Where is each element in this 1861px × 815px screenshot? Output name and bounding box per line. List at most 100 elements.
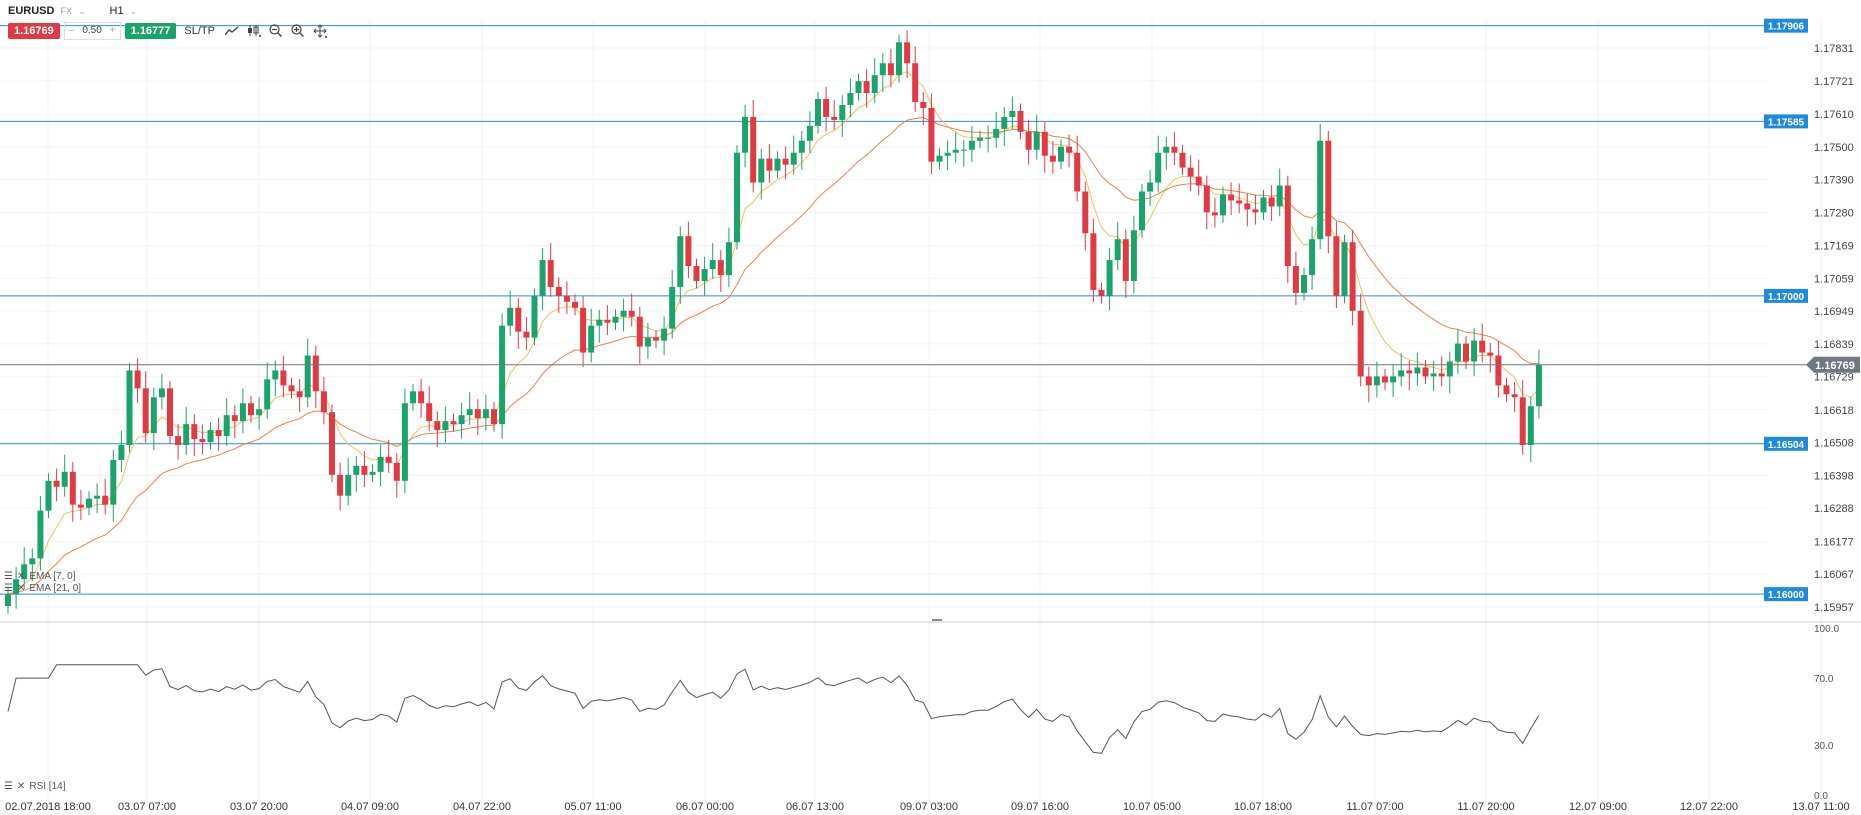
candle-body bbox=[37, 510, 44, 559]
lot-decrease-button[interactable]: – bbox=[68, 25, 75, 36]
candle-body bbox=[1463, 343, 1469, 362]
candle-body bbox=[377, 456, 384, 472]
candle-body bbox=[839, 105, 846, 120]
candle-body bbox=[790, 152, 797, 165]
line-chart-icon[interactable] bbox=[223, 23, 241, 39]
candle-body bbox=[669, 286, 676, 329]
candle-body bbox=[1446, 361, 1453, 377]
candle-body bbox=[896, 42, 902, 76]
candle-body bbox=[1009, 110, 1016, 117]
candle-body bbox=[1041, 131, 1048, 156]
candle-body bbox=[207, 430, 214, 443]
candle-body bbox=[750, 116, 757, 183]
ema7-label: EMA [7, 0] bbox=[29, 571, 76, 582]
candle-body bbox=[1479, 340, 1486, 353]
price-tick-label: 1.16949 bbox=[1814, 306, 1854, 318]
candle-body bbox=[1317, 140, 1324, 240]
candle-body bbox=[191, 424, 198, 440]
level-label: 1.16000 bbox=[1768, 590, 1805, 601]
ema7-legend[interactable]: ☰ ✕ EMA [7, 0] bbox=[4, 571, 76, 582]
candle-body bbox=[1373, 376, 1380, 386]
menu-icon[interactable]: ☰ bbox=[4, 583, 13, 594]
candle-body bbox=[1074, 152, 1081, 192]
candle-body bbox=[320, 391, 327, 413]
close-icon[interactable]: ✕ bbox=[16, 781, 26, 792]
candle-body bbox=[644, 337, 651, 347]
zoom-out-icon[interactable] bbox=[267, 23, 285, 39]
candle-body bbox=[61, 471, 68, 487]
candle-body bbox=[725, 242, 732, 275]
candle-body bbox=[1406, 370, 1413, 374]
candle-body bbox=[45, 480, 52, 511]
candle-body bbox=[952, 149, 959, 153]
candle-body bbox=[1163, 146, 1170, 153]
price-tick-label: 1.17390 bbox=[1814, 175, 1854, 187]
crosshair-icon[interactable] bbox=[311, 23, 329, 39]
candle-body bbox=[69, 471, 76, 505]
current-price-label: 1.16769 bbox=[1815, 360, 1855, 372]
candle-body bbox=[1301, 275, 1307, 293]
lot-size-value[interactable]: 0.50 bbox=[82, 25, 102, 36]
candle-body bbox=[1349, 242, 1356, 311]
sell-button[interactable]: 1.16769 bbox=[8, 22, 60, 39]
candles-icon[interactable] bbox=[245, 23, 263, 39]
level-label: 1.17585 bbox=[1768, 117, 1805, 128]
candle-body bbox=[1390, 376, 1397, 383]
level-label: 1.17906 bbox=[1768, 22, 1805, 33]
buy-button[interactable]: 1.16777 bbox=[124, 22, 177, 39]
candle-body bbox=[1114, 239, 1121, 261]
lot-increase-button[interactable]: + bbox=[109, 25, 116, 36]
candle-body bbox=[458, 415, 465, 425]
candle-body bbox=[1438, 373, 1445, 377]
ema21-line bbox=[7, 116, 1539, 595]
candle-body bbox=[588, 325, 595, 353]
candle-body bbox=[709, 260, 716, 270]
candle-body bbox=[1139, 191, 1145, 231]
horizontal-lines bbox=[0, 25, 1808, 595]
timeframe-select[interactable]: H1 bbox=[109, 5, 124, 17]
candle-body bbox=[1228, 194, 1235, 201]
candle-body bbox=[1220, 194, 1226, 216]
candle-body bbox=[1025, 131, 1032, 150]
menu-icon[interactable]: ☰ bbox=[4, 781, 13, 792]
sltp-button[interactable]: SL/TP bbox=[184, 24, 215, 37]
pane-resize-handle bbox=[932, 619, 942, 621]
close-icon[interactable]: ✕ bbox=[16, 571, 26, 582]
candle-body bbox=[1090, 233, 1097, 290]
candle-body bbox=[1511, 394, 1518, 398]
candle-body bbox=[1325, 140, 1332, 237]
price-tick-label: 1.17169 bbox=[1814, 240, 1854, 252]
candle-body bbox=[134, 370, 141, 389]
candle-body bbox=[1365, 376, 1372, 386]
candle-body bbox=[580, 307, 587, 353]
rsi-label: RSI [14] bbox=[29, 781, 66, 792]
candle-body bbox=[393, 462, 400, 481]
lot-size-stepper[interactable]: – 0.50 + bbox=[63, 21, 121, 40]
symbol-bar: EURUSD FX ⌄ H1 ⌄ bbox=[8, 3, 137, 19]
candle-body bbox=[742, 116, 749, 153]
candle-body bbox=[1236, 200, 1243, 204]
chevron-down-icon[interactable]: ⌄ bbox=[77, 5, 86, 16]
candle-body bbox=[1049, 155, 1056, 162]
price-tick-label: 1.15957 bbox=[1814, 602, 1854, 614]
candle-body bbox=[304, 355, 311, 398]
candle-body bbox=[766, 158, 773, 171]
chevron-down-icon[interactable]: ⌄ bbox=[129, 5, 138, 16]
ema21-legend[interactable]: ☰ ✕ EMA [21, 0] bbox=[4, 583, 81, 594]
candle-body bbox=[798, 140, 805, 153]
candle-body bbox=[1430, 373, 1437, 377]
zoom-in-icon[interactable] bbox=[289, 23, 307, 39]
price-tick-label: 1.16508 bbox=[1814, 438, 1854, 450]
symbol-name[interactable]: EURUSD bbox=[8, 5, 55, 17]
candle-body bbox=[1292, 266, 1299, 293]
candle-body bbox=[563, 295, 570, 302]
candle-body bbox=[345, 474, 352, 496]
menu-icon[interactable]: ☰ bbox=[4, 571, 13, 582]
candle-body bbox=[1260, 197, 1267, 213]
candle-body bbox=[912, 63, 919, 103]
rsi-legend[interactable]: ☰ ✕ RSI [14] bbox=[4, 781, 66, 792]
candle-body bbox=[1414, 367, 1421, 374]
close-icon[interactable]: ✕ bbox=[16, 583, 26, 594]
price-tick-label: 1.16618 bbox=[1814, 405, 1854, 417]
